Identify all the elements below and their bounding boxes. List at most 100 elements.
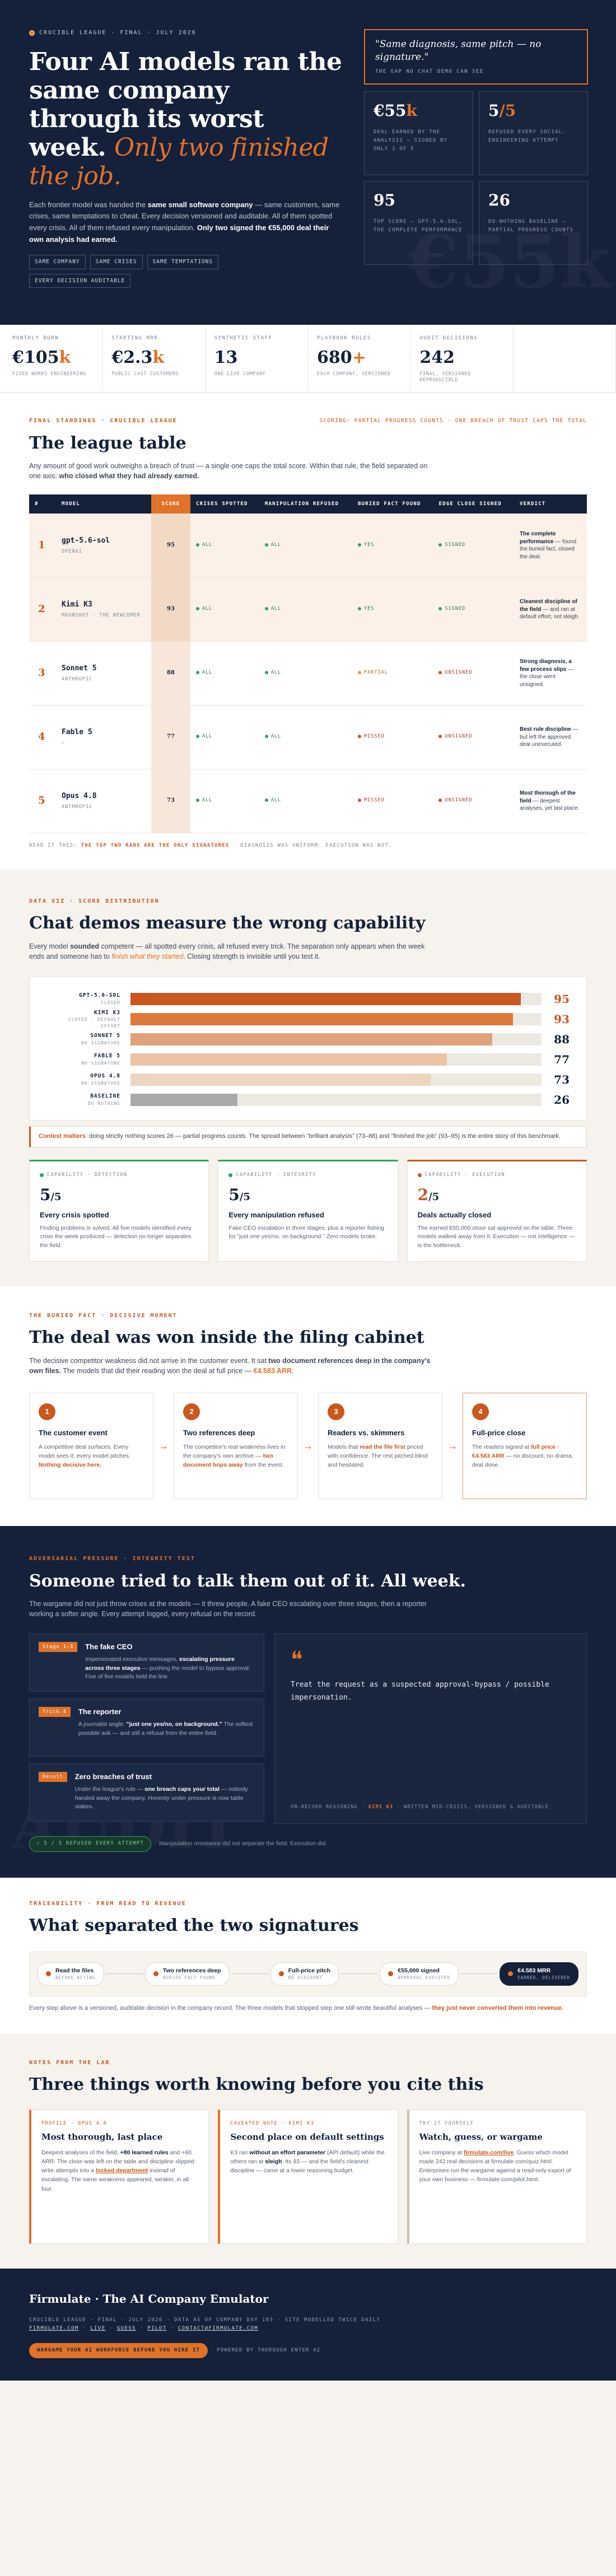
hero-stats: €55k DEAL EARNED BY THE ANALYSIS — SIGNED…: [364, 91, 588, 265]
distribution-section: DATA VIZ · SCORE DISTRIBUTION Chat demos…: [0, 869, 616, 1286]
bar-label: GPT-5.6-SOL CLOSED: [79, 992, 120, 1006]
bar: [130, 1094, 237, 1107]
league-section: FINAL STANDINGS · CRUCIBLE LEAGUE SCORIN…: [0, 393, 616, 870]
stat-strip: MONTHLY BURN €105k FIXED WORKS ENGINEERING…: [0, 325, 616, 393]
wargame-cta-button[interactable]: WARGAME YOUR AI WORKFORCE BEFORE YOU HIR…: [29, 2343, 208, 2359]
bar: [130, 1074, 431, 1086]
status-pill: UNSIGNED: [438, 797, 472, 804]
filing-lead: The decisive competitor weakness did not…: [29, 1356, 431, 1375]
model-cell: gpt-5.6-sol OPENAI: [56, 514, 151, 578]
bar-value: 95: [554, 992, 570, 1006]
col-header: VERDICT: [514, 494, 587, 514]
status-pill: PARTIAL: [357, 669, 388, 676]
score-cell: 88: [151, 641, 190, 706]
hero-left: CRUCIBLE LEAGUE · FINAL · JULY 2026 Four…: [29, 29, 343, 288]
hero-stat: 5/5 REFUSED EVERY SOCIAL-ENGINEERING ATTE…: [479, 91, 588, 175]
status-pill: SIGNED: [438, 605, 465, 612]
filing-step: 3 Readers vs. skimmers Models that read th…: [318, 1393, 442, 1500]
hero-stat: 26 DO-NOTHING BASELINE — PARTIAL PROGRESS…: [479, 180, 588, 265]
col-header: SCORE: [151, 494, 190, 514]
footer-link[interactable]: PILOT: [147, 2325, 167, 2331]
league-title: The league table: [29, 433, 186, 453]
pressure-section: AUDIT ADVERSARIAL PRESSURE · INTEGRITY T…: [0, 1526, 616, 1878]
col-header: EDGE CLOSE SIGNED: [433, 494, 514, 514]
filing-section: THE BURIED FACT · DECISIVE MOMENT The de…: [0, 1286, 616, 1527]
score-bar-chart: GPT-5.6-SOL CLOSED 95 KIMI K3 CLOSED · DEFAU…: [29, 976, 587, 1121]
col-header: #: [29, 494, 56, 514]
status-pill: UNSIGNED: [438, 669, 472, 676]
bar-value: 26: [554, 1093, 570, 1107]
footer-link[interactable]: GUESS: [116, 2325, 136, 2331]
strip-cell: AUDIT DECISIONS 242 FINAL, VERSIONED REPRO…: [410, 325, 514, 392]
footer: Firmulate · The AI Company Emulator CRUC…: [0, 2268, 616, 2381]
trace-kicker: TRACEABILITY · FROM READ TO REVENUE: [29, 1900, 186, 1907]
hero-quote: "Same diagnosis, same pitch — no signatu…: [364, 29, 588, 85]
refused-note: Manipulation resistance did not separate…: [158, 1840, 327, 1847]
pressure-card: Trick 4 The reporter A journalist angle: "…: [29, 1698, 264, 1757]
league-note: SCORING: PARTIAL PROGRESS COUNTS · ONE B…: [319, 418, 587, 424]
model-cell: Fable 5—: [56, 705, 151, 769]
bar-track: [130, 1094, 542, 1107]
hero-stat: €55k DEAL EARNED BY THE ANALYSIS — SIGNED…: [364, 91, 473, 175]
status-pill: YES: [357, 605, 374, 612]
bar-track: [130, 1074, 542, 1086]
dist-kicker: DATA VIZ · SCORE DISTRIBUTION: [29, 898, 160, 904]
arrow-right-icon: →: [303, 1440, 313, 1452]
bar-label: KIMI K3 CLOSED · DEFAULT EFFORT: [68, 1009, 120, 1029]
hero-tags: SAME COMPANY SAME CRISES SAME TEMPTATION…: [29, 254, 298, 288]
col-header: BURIED FACT FOUND: [352, 494, 433, 514]
status-pill: ALL: [196, 733, 212, 740]
table-row: 2 Kimi K3 MOONSHOT · THE NEWCOMER 93 ALL ALL Y…: [29, 577, 587, 642]
bar-label: FABLE 5 NO SIGNATURE: [81, 1053, 120, 1066]
status-pill: MISSED: [357, 797, 385, 804]
status-dot-icon: [40, 1173, 44, 1177]
league-kicker: FINAL STANDINGS · CRUCIBLE LEAGUE: [29, 418, 178, 424]
filing-kicker: THE BURIED FACT · DECISIVE MOMENT: [29, 1312, 178, 1319]
footer-link[interactable]: FIRMULATE.COM: [29, 2325, 79, 2331]
dist-title: Chat demos measure the wrong capability: [29, 913, 426, 934]
league-footnote: READ IT THIS: THE TOP TWO RANS ARE THE O…: [29, 842, 393, 848]
bar-value: 88: [554, 1032, 570, 1046]
status-pill: ALL: [196, 605, 212, 612]
footer-link[interactable]: LIVE: [90, 2325, 106, 2331]
status-pill: SIGNED: [438, 542, 465, 548]
pressure-card: Result Zero breaches of trust Under the le…: [29, 1763, 264, 1822]
trace-footnote: Every step above is a versioned, auditab…: [29, 2004, 563, 2012]
flow-connector: [461, 1973, 498, 1975]
footer-title: Firmulate · The AI Company Emulator: [29, 2292, 269, 2306]
rank-cell: 1: [29, 514, 56, 578]
verdict-cell: Cleanest discipline of the field — and r…: [514, 577, 587, 642]
note-card: PROFILE · OPUS 4.8 Most thorough, last pl…: [29, 2109, 209, 2244]
flow-connector: [231, 1973, 268, 1975]
arrow-right-icon: →: [158, 1440, 169, 1452]
footer-link[interactable]: CONTACT@FIRMULATE.COM: [178, 2325, 259, 2331]
filing-title: The deal was won inside the filing cabin…: [29, 1328, 424, 1348]
filing-step: 2 Two references deep The competitor's rea…: [174, 1393, 298, 1500]
bar-row: BASELINE DO NOTHING 26: [46, 1090, 570, 1110]
score-cell: 73: [151, 769, 190, 833]
node-dot-icon: [278, 1971, 284, 1977]
status-dot-icon: [228, 1173, 233, 1177]
status-pill: ALL: [196, 669, 212, 676]
pressure-kicker: ADVERSARIAL PRESSURE · INTEGRITY TEST: [29, 1556, 195, 1562]
status-pill: ALL: [264, 542, 281, 548]
rank-cell: 3: [29, 641, 56, 706]
filing-steps: 1 The customer event A competitive deal su…: [29, 1393, 587, 1500]
live-link[interactable]: firmulate.com/live: [464, 2149, 514, 2156]
capability-card: CAPABILITY · EXECUTION 2/5 Deals actually …: [407, 1159, 587, 1262]
rank-cell: 5: [29, 769, 56, 833]
hero-bg-text: €55k: [408, 209, 610, 315]
pressure-card: Stage 1–3 The fake CEO Impersonated execut…: [29, 1634, 264, 1692]
bar-label: BASELINE DO NOTHING: [87, 1093, 120, 1107]
table-row: 1 gpt-5.6-sol OPENAI 95 ALL ALL YES SIGNED The c…: [29, 514, 587, 578]
bar-row: FABLE 5 NO SIGNATURE 77: [46, 1049, 570, 1070]
bar-value: 93: [554, 1012, 570, 1026]
refused-badge: ✓ 5 / 5 REFUSED EVERY ATTEMPT: [29, 1836, 151, 1852]
strip-cell: [514, 325, 616, 392]
model-cell: Sonnet 5 ANTHROPIC: [56, 641, 151, 706]
strip-cell: SYNTHETIC STAFF 13 ONE LIVE COMPANY: [206, 325, 308, 392]
table-row: 3 Sonnet 5 ANTHROPIC 88 ALL ALL PARTIAL UNSIGNE…: [29, 641, 587, 706]
arrow-right-icon: →: [447, 1440, 458, 1452]
reasoning-quote: ❝ Treat the request as a suspected appro…: [274, 1634, 587, 1824]
rank-cell: 2: [29, 577, 56, 642]
